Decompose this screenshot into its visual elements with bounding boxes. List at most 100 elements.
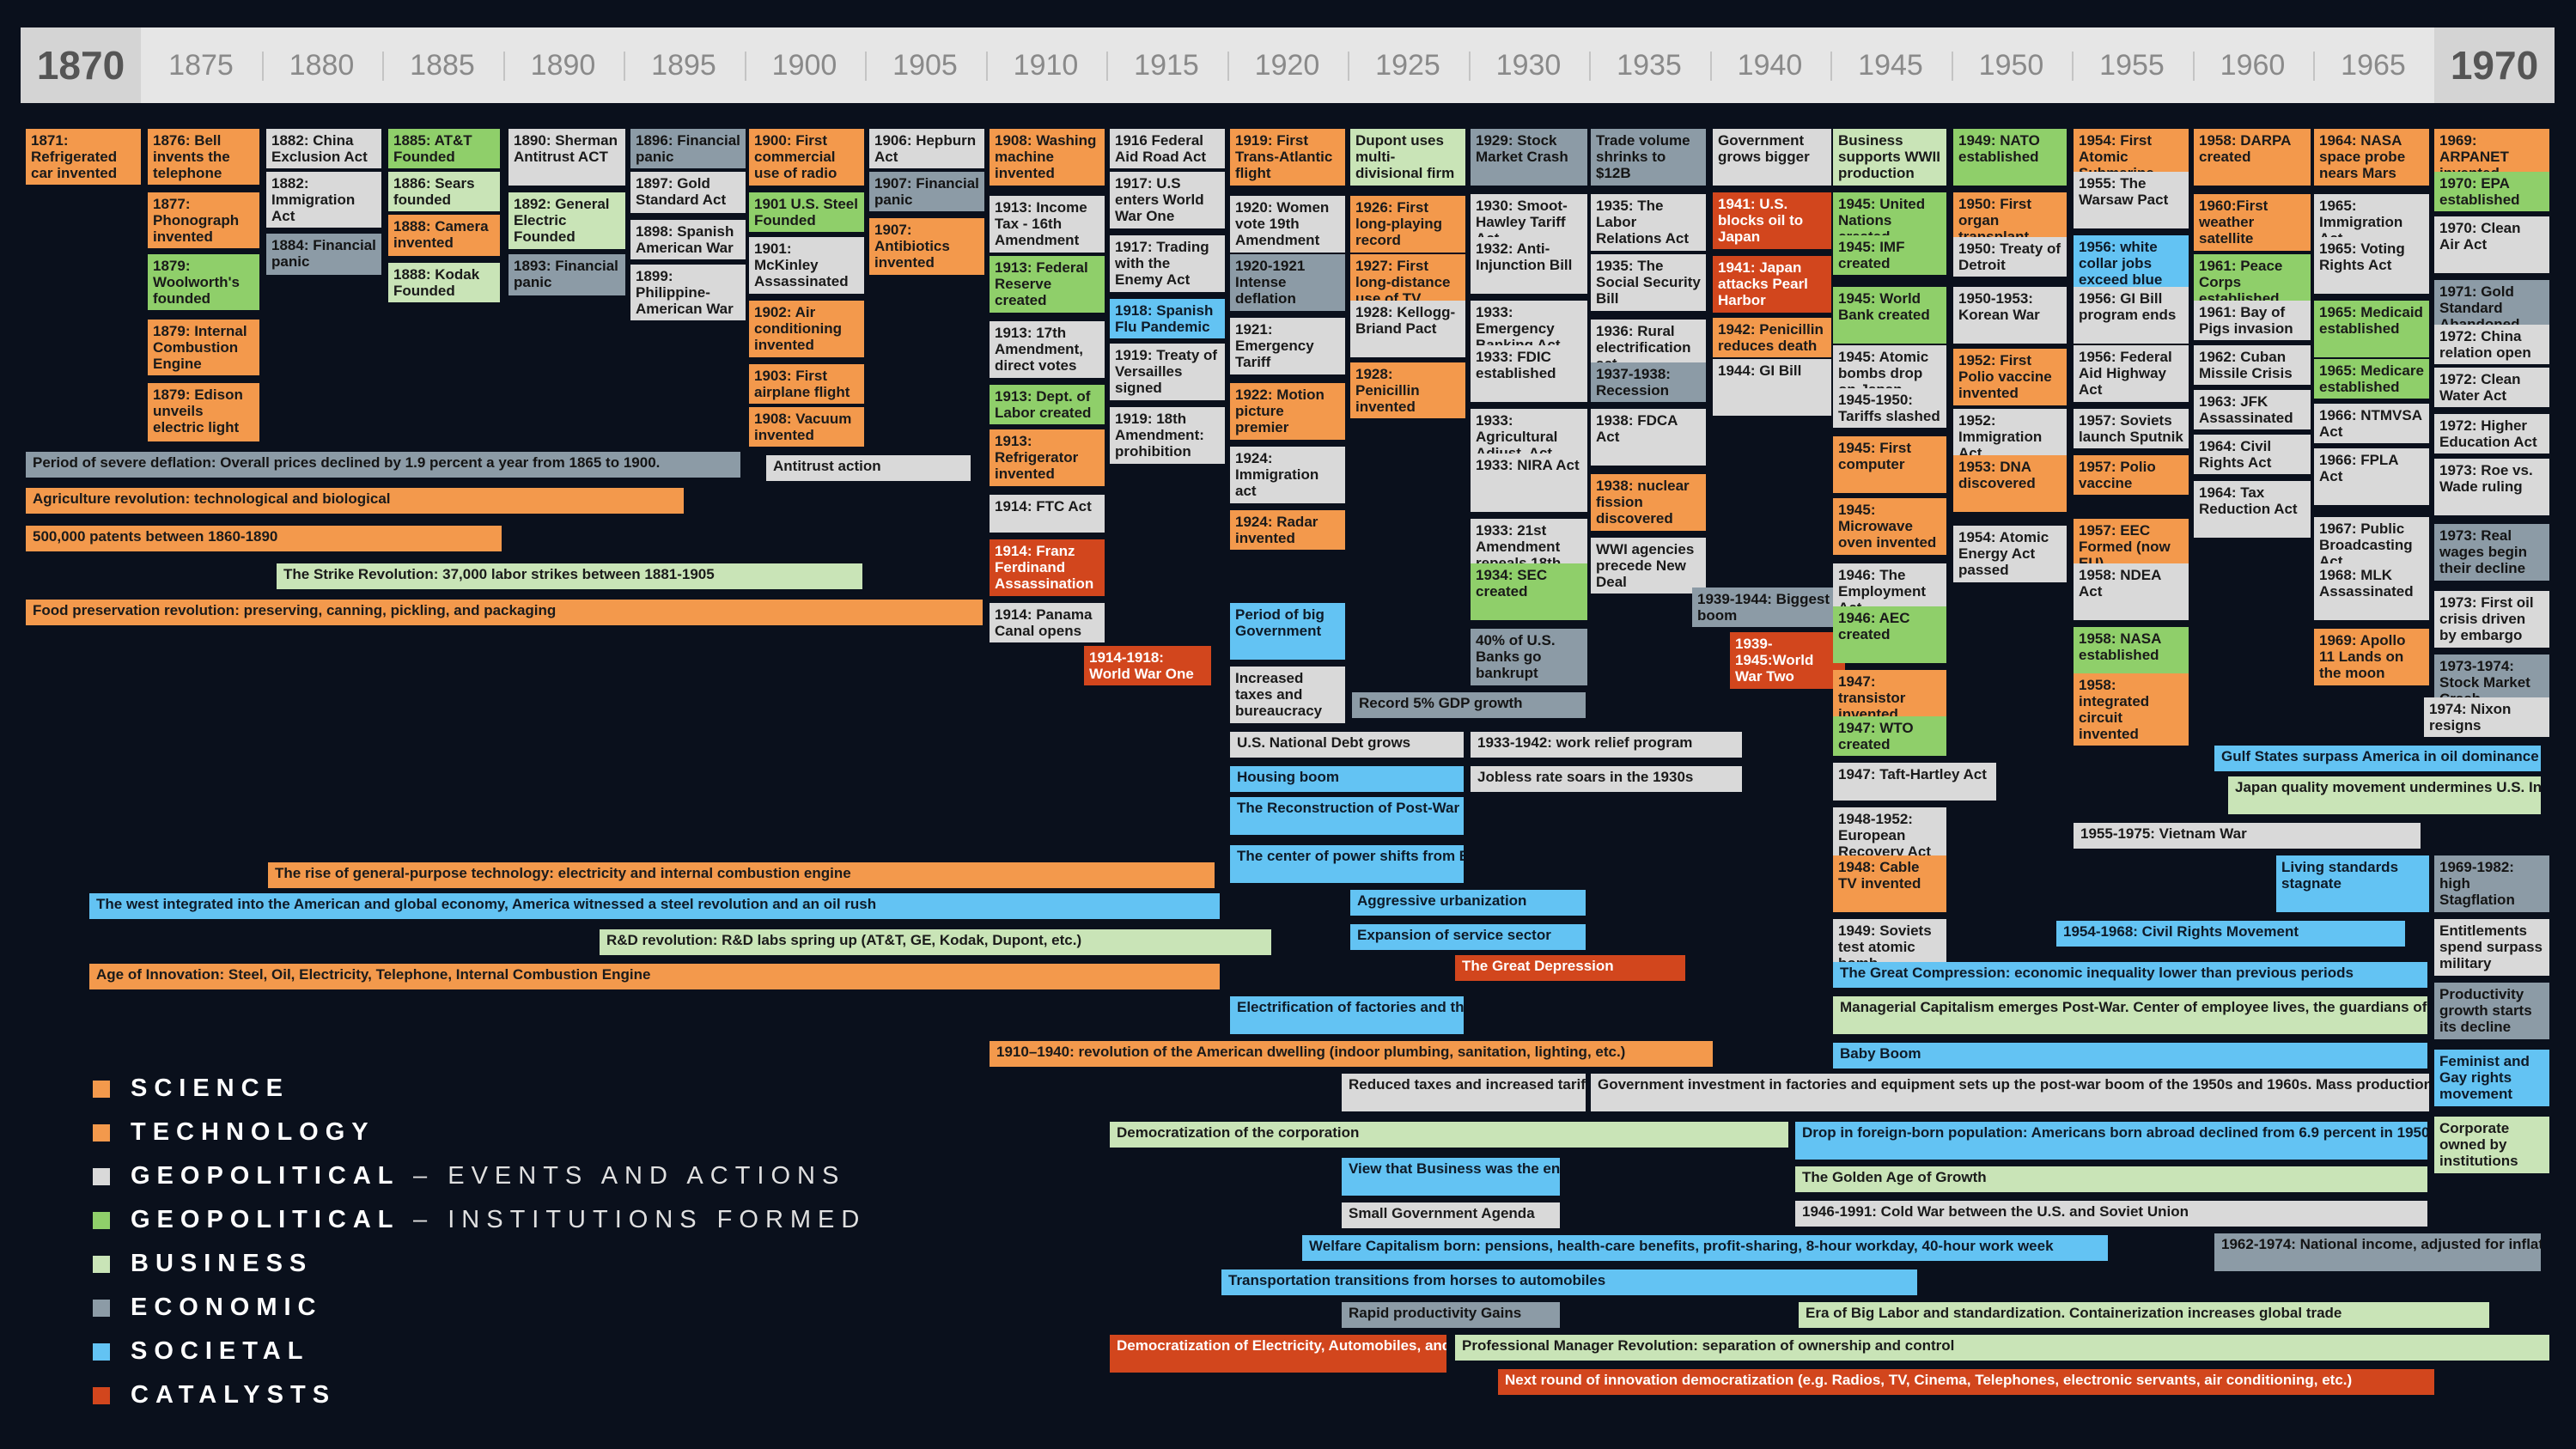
- year-label: 1875: [168, 49, 234, 82]
- event-box-economic: 1929: Stock Market Crash: [1471, 129, 1587, 186]
- event-box-geo_events: 1935: The Social Security Bill: [1591, 254, 1706, 311]
- event-box-geo_events: 1966: FPLA Act: [2314, 448, 2429, 505]
- event-box-technology: 1900: First commercial use of radio: [749, 129, 864, 186]
- event-box-technology: 1924: Radar invented: [1230, 510, 1345, 550]
- legend-label-main: GEOPOLITICAL: [131, 1206, 399, 1233]
- period-band-societal: Expansion of service sector: [1350, 924, 1586, 950]
- event-box-geo_events: 1919: 18th Amendment: prohibition: [1110, 407, 1225, 464]
- legend-swatch-catalyst: [93, 1387, 110, 1404]
- period-band-geo_events: 1946-1991: Cold War between the U.S. and…: [1795, 1201, 2427, 1227]
- event-box-business: Corporate owned by institutions: [2434, 1117, 2549, 1173]
- year-label: 1900: [771, 49, 837, 82]
- event-box-catalyst: 1914-1918: World War One: [1084, 646, 1211, 685]
- event-box-economic: 1920-1921 Intense deflation: [1230, 254, 1345, 311]
- event-box-geo_events: 1920: Women vote 19th Amendment: [1230, 196, 1345, 253]
- event-box-technology: 1877: Phonograph invented: [148, 192, 259, 248]
- event-box-geo_inst: 1949: NATO established: [1953, 129, 2067, 186]
- event-box-economic: Productivity growth starts its decline: [2434, 983, 2549, 1039]
- event-box-technology: 1960:First weather satellite: [2194, 194, 2311, 251]
- legend-swatch-business: [93, 1256, 110, 1273]
- event-box-societal: Living standards stagnate: [2276, 855, 2429, 912]
- event-box-geo_events: 1882: Immigration Act: [266, 172, 381, 228]
- period-band-societal: The west integrated into the American an…: [89, 893, 1220, 919]
- legend-label: SCIENCE: [131, 1075, 289, 1103]
- event-box-business: Dupont uses multi-divisional firm: [1350, 129, 1465, 186]
- event-box-science: 1928: Penicillin invented: [1350, 362, 1465, 418]
- period-band-business: The Strike Revolution: 37,000 labor stri…: [277, 563, 862, 589]
- period-band-catalyst: The Great Depression: [1455, 955, 1685, 981]
- period-band-societal: View that Business was the engine of soc…: [1342, 1158, 1560, 1196]
- period-band-societal: Transportation transitions from horses t…: [1221, 1269, 1917, 1295]
- legend-label-main: CATALYSTS: [131, 1381, 337, 1409]
- event-box-science: 1953: DNA discovered: [1953, 455, 2067, 512]
- year-label: 1940: [1737, 49, 1803, 82]
- legend-label: GEOPOLITICAL – EVENTS AND ACTIONS: [131, 1162, 845, 1190]
- event-box-geo_events: 1962: Cuban Missile Crisis: [2194, 345, 2311, 385]
- event-box-geo_inst: 1879: Woolworth's founded: [148, 254, 259, 310]
- event-box-geo_inst: 1934: SEC created: [1471, 563, 1587, 620]
- event-box-geo_inst: 1913: Dept. of Labor created: [990, 385, 1105, 424]
- event-box-geo_events: 1974: Nixon resigns: [2424, 697, 2549, 737]
- year-label: 1960: [2220, 49, 2286, 82]
- event-box-geo_events: 1917: Trading with the Enemy Act: [1110, 235, 1225, 292]
- event-box-technology: 1919: First Trans-Atlantic flight: [1230, 129, 1345, 186]
- legend-label: CATALYSTS: [131, 1381, 336, 1409]
- event-box-geo_inst: 1945: World Bank created: [1833, 287, 1946, 344]
- event-box-science: 1957: Polio vaccine: [2074, 455, 2189, 495]
- event-box-catalyst: 1914: Franz Ferdinand Assassination: [990, 539, 1105, 596]
- event-box-economic: 1896: Financial panic: [630, 129, 746, 168]
- event-box-geo_events: 1928: Kellogg-Briand Pact: [1350, 301, 1465, 357]
- event-box-geo_events: 1964: Tax Reduction Act: [2194, 481, 2311, 538]
- event-box-geo_events: 1966: NTMVSA Act: [2314, 404, 2429, 443]
- event-box-technology: 1913: Refrigerator invented: [990, 429, 1105, 486]
- period-band-geo_events: Small Government Agenda: [1342, 1202, 1560, 1228]
- period-band-societal: Housing boom: [1230, 766, 1464, 792]
- period-band-societal: The center of power shifts from Europe t…: [1230, 845, 1464, 883]
- period-band-geo_events: Antitrust action: [766, 455, 971, 481]
- period-band-business: Managerial Capitalism emerges Post-War. …: [1833, 996, 2427, 1034]
- year-label: 1910: [1013, 49, 1079, 82]
- event-box-business: 1886: Sears founded: [388, 172, 500, 211]
- year-separator: [1348, 52, 1349, 81]
- period-band-societal: Baby Boom: [1833, 1043, 2427, 1068]
- event-box-technology: 1907: Antibiotics invented: [869, 218, 984, 275]
- legend-label-main: SOCIETAL: [131, 1337, 310, 1365]
- event-box-geo_events: 1955: The Warsaw Pact: [2074, 172, 2189, 228]
- event-box-geo_events: 1947: Taft-Hartley Act: [1833, 763, 1996, 801]
- period-band-geo_events: Jobless rate soars in the 1930s: [1471, 766, 1742, 792]
- event-box-geo_inst: 1965: Medicare established: [2314, 359, 2429, 399]
- event-box-geo_events: 1919: Treaty of Versailles signed: [1110, 344, 1225, 400]
- period-band-business: The Golden Age of Growth: [1795, 1166, 2427, 1192]
- event-box-geo_events: 1933: FDIC established: [1471, 345, 1587, 402]
- year-separator: [1468, 52, 1471, 81]
- year-separator: [261, 52, 264, 81]
- event-box-technology: 1964: NASA space probe nears Mars: [2314, 129, 2429, 186]
- event-box-geo_events: 1964: Civil Rights Act: [2194, 435, 2311, 474]
- event-box-catalyst: 1941: U.S. blocks oil to Japan: [1713, 192, 1831, 249]
- event-box-societal: Feminist and Gay rights movement: [2434, 1050, 2549, 1106]
- year-separator: [624, 52, 625, 81]
- year-label: 1915: [1134, 49, 1199, 82]
- legend-label-main: TECHNOLOGY: [131, 1118, 375, 1146]
- legend-label-sub: – EVENTS AND ACTIONS: [413, 1162, 846, 1190]
- period-band-geo_events: 1955-1975: Vietnam War: [2074, 823, 2421, 849]
- event-box-science: 1942: Penicillin reduces death: [1713, 318, 1831, 357]
- event-box-geo_events: 1938: FDCA Act: [1591, 409, 1706, 466]
- year-label: 1935: [1617, 49, 1682, 82]
- event-box-geo_events: 1958: NDEA Act: [2074, 563, 2189, 620]
- event-box-geo_events: 1963: JFK Assassinated: [2194, 390, 2311, 429]
- period-band-economic: Record 5% GDP growth: [1352, 692, 1586, 718]
- period-band-technology: Food preservation revolution: preserving…: [26, 600, 983, 625]
- event-box-geo_events: 1924: Immigration act: [1230, 447, 1345, 503]
- period-band-societal: The Reconstruction of Post-War Europe: [1230, 797, 1464, 835]
- legend-swatch-geo_events: [93, 1168, 110, 1185]
- event-box-technology: 1945: First computer: [1833, 436, 1946, 493]
- period-band-business: Democratization of the corporation: [1110, 1122, 1788, 1148]
- period-band-business: R&D revolution: R&D labs spring up (AT&T…: [600, 929, 1271, 955]
- event-box-business: 1892: General Electric Founded: [509, 192, 625, 249]
- event-box-technology: 1879: Internal Combustion Engine: [148, 320, 259, 375]
- event-box-business: 1888: Kodak Founded: [388, 263, 500, 302]
- event-box-technology: 1958: integrated circuit invented: [2074, 673, 2189, 746]
- year-label: 1895: [651, 49, 716, 82]
- event-box-geo_events: 1914: FTC Act: [990, 495, 1105, 533]
